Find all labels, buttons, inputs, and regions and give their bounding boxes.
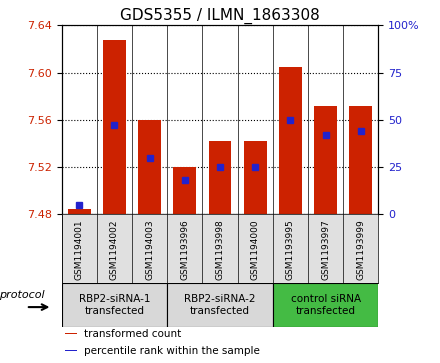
Bar [103,40,126,214]
Bar [138,120,161,214]
Text: protocol: protocol [0,290,44,300]
Text: GSM1193999: GSM1193999 [356,220,365,281]
Bar [314,106,337,214]
Title: GDS5355 / ILMN_1863308: GDS5355 / ILMN_1863308 [120,8,320,24]
Text: GSM1194002: GSM1194002 [110,220,119,280]
Text: GSM1193996: GSM1193996 [180,220,189,281]
Bar [167,283,273,327]
Bar [173,167,196,214]
Bar [244,141,267,214]
Text: percentile rank within the sample: percentile rank within the sample [84,346,260,356]
Bar [209,141,231,214]
Bar [279,67,302,214]
Bar [68,209,91,214]
Text: GSM1193998: GSM1193998 [216,220,224,281]
Text: RBP2-siRNA-1
transfected: RBP2-siRNA-1 transfected [79,294,150,316]
Text: transformed count: transformed count [84,329,181,339]
Text: GSM1194000: GSM1194000 [251,220,260,280]
Text: RBP2-siRNA-2
transfected: RBP2-siRNA-2 transfected [184,294,256,316]
Bar [349,106,372,214]
Bar [65,350,77,351]
Text: GSM1194003: GSM1194003 [145,220,154,280]
Text: GSM1193995: GSM1193995 [286,220,295,281]
Text: GSM1193997: GSM1193997 [321,220,330,281]
Bar [273,283,378,327]
Text: GSM1194001: GSM1194001 [75,220,84,280]
Text: control siRNA
transfected: control siRNA transfected [290,294,361,316]
Bar [65,333,77,334]
Bar [62,283,167,327]
